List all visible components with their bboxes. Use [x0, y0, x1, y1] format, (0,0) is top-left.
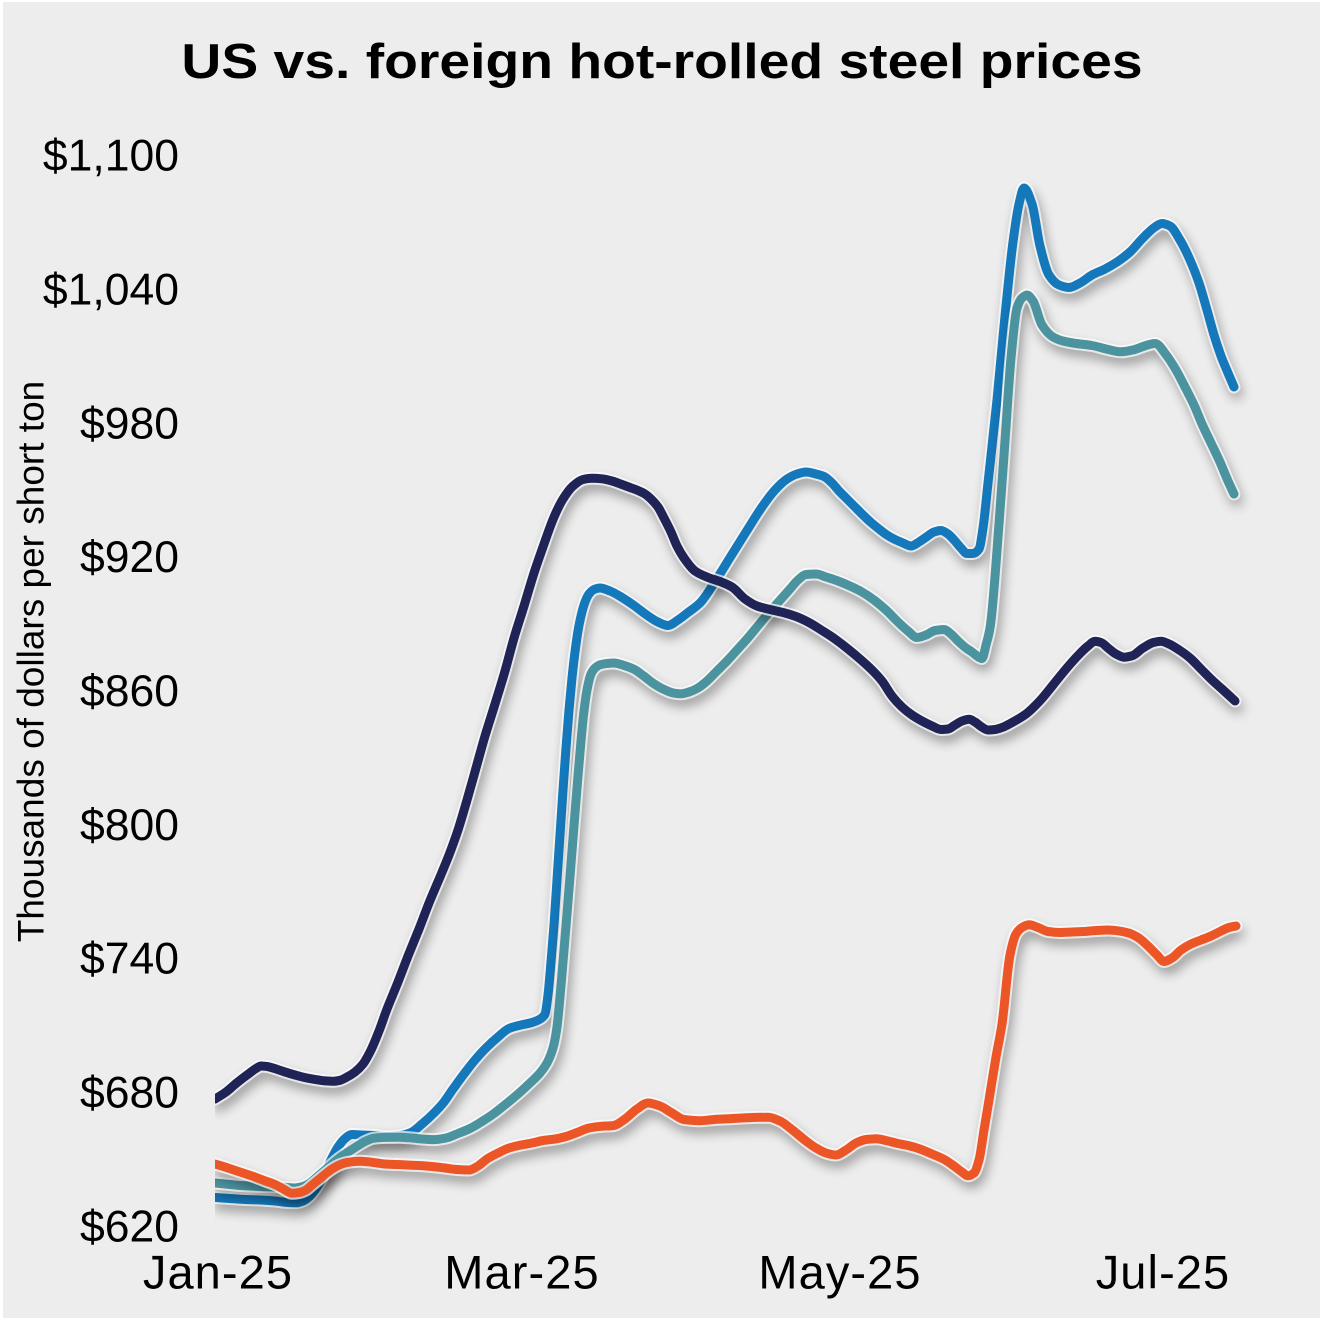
svg-text:$800: $800 [80, 801, 179, 850]
svg-text:Mar-25: Mar-25 [444, 1246, 599, 1299]
svg-text:$740: $740 [80, 935, 179, 984]
svg-text:US vs. foreign hot-rolled stee: US vs. foreign hot-rolled steel prices [181, 35, 1142, 89]
svg-text:May-25: May-25 [758, 1246, 921, 1299]
svg-text:$1,100: $1,100 [43, 132, 179, 181]
svg-text:$680: $680 [80, 1069, 179, 1118]
svg-text:Jan-25: Jan-25 [143, 1246, 293, 1299]
svg-text:$860: $860 [80, 667, 179, 716]
svg-text:$620: $620 [80, 1202, 179, 1251]
svg-text:$980: $980 [80, 399, 179, 448]
svg-text:$920: $920 [80, 533, 179, 582]
svg-text:$1,040: $1,040 [43, 265, 179, 314]
svg-text:Thousands of dollars per short: Thousands of dollars per short ton [11, 381, 52, 943]
svg-text:Jul-25: Jul-25 [1096, 1246, 1231, 1299]
